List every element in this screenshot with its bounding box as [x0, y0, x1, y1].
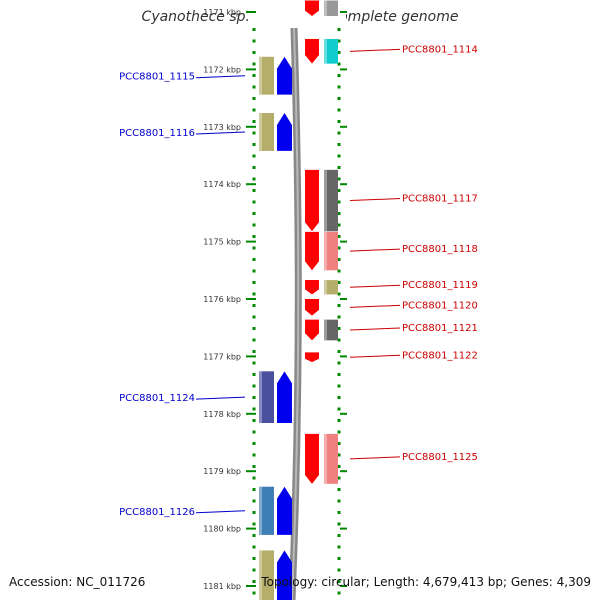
gene-label[interactable]: PCC8801_1125 [402, 452, 478, 463]
gene-label-leader [195, 131, 246, 135]
gene-arrow [277, 56, 292, 95]
gene-bar [324, 169, 338, 232]
gene-label-leader [349, 456, 401, 460]
gene-label[interactable]: PCC8801_1117 [402, 194, 478, 205]
gene-bar-shine [259, 371, 262, 423]
gene-bar [259, 371, 274, 423]
gene-arrow [277, 550, 292, 600]
gene-bar-shine [324, 319, 327, 341]
gene-label-leader [195, 75, 246, 79]
gene-bar-shine [324, 433, 327, 484]
gene-arrow [305, 319, 319, 341]
gene-arrow [305, 352, 319, 363]
gene-label-leader [195, 396, 246, 400]
gene-bar [259, 550, 274, 600]
gene-bar-shine [324, 0, 327, 17]
gene-bar [324, 319, 338, 341]
accession-text: Accession: NC_011726 [9, 575, 146, 589]
gene-label[interactable]: PCC8801_1122 [402, 350, 478, 361]
gene-label[interactable]: PCC8801_1126 [119, 507, 195, 518]
gene-bar [324, 433, 338, 484]
gene-label-leader [195, 510, 246, 514]
gene-bar [259, 486, 274, 535]
scale-label: 1177 kbp [203, 352, 241, 361]
scale-label: 1178 kbp [203, 410, 241, 419]
gene-arrow [277, 371, 292, 423]
gene-bar-shine [259, 550, 262, 600]
gene-arrow [305, 0, 319, 17]
gene-label[interactable]: PCC8801_1116 [119, 128, 195, 139]
gene-label-leader [349, 304, 401, 308]
gene-label-leader [349, 248, 401, 252]
gene-bar [324, 231, 338, 271]
gene-bar-shine [324, 169, 327, 232]
chromosome-highlight [291, 27, 300, 600]
gene-label-leader [349, 284, 401, 288]
gene-label[interactable]: PCC8801_1114 [402, 44, 478, 55]
gene-label[interactable]: PCC8801_1124 [119, 393, 195, 404]
gene-label[interactable]: PCC8801_1115 [119, 72, 195, 83]
gene-bar [324, 38, 338, 64]
gene-label-leader [349, 327, 401, 331]
gene-arrow [305, 299, 319, 316]
gene-label[interactable]: PCC8801_1120 [402, 300, 478, 311]
scale-label: 1172 kbp [203, 65, 241, 74]
gene-arrow [277, 486, 292, 535]
scale-label: 1175 kbp [203, 238, 241, 247]
gene-arrow [305, 169, 319, 232]
gene-bar-shine [259, 56, 262, 95]
gene-arrow [305, 231, 319, 271]
gene-label[interactable]: PCC8801_1119 [402, 280, 478, 291]
gene-bar [259, 113, 274, 151]
gene-label-leader [349, 48, 401, 52]
scale-label: 1181 kbp [203, 582, 241, 591]
gene-bar-shine [324, 231, 327, 271]
genome-info-text: Topology: circular; Length: 4,679,413 bp… [261, 575, 591, 589]
gene-bar [324, 0, 338, 17]
gene-label-leader [349, 354, 401, 358]
gene-label[interactable]: PCC8801_1118 [402, 244, 478, 255]
scale-label: 1174 kbp [203, 180, 241, 189]
gene-arrow [305, 280, 319, 295]
gene-arrow [305, 38, 319, 64]
scale-label: 1180 kbp [203, 525, 241, 534]
gene-bar-shine [259, 113, 262, 151]
gene-bar [324, 280, 338, 295]
gene-label-leader [349, 198, 401, 202]
gene-bar [259, 56, 274, 95]
gene-label[interactable]: PCC8801_1121 [402, 323, 478, 334]
gene-arrow [277, 113, 292, 151]
gene-bar-shine [259, 486, 262, 535]
gene-bar-shine [324, 38, 327, 64]
scale-label: 1173 kbp [203, 123, 241, 132]
gene-bar-shine [324, 280, 327, 295]
gene-arrow [305, 433, 319, 484]
scale-label: 1179 kbp [203, 467, 241, 476]
scale-label: 1171 kbp [203, 8, 241, 17]
scale-label: 1176 kbp [203, 295, 241, 304]
